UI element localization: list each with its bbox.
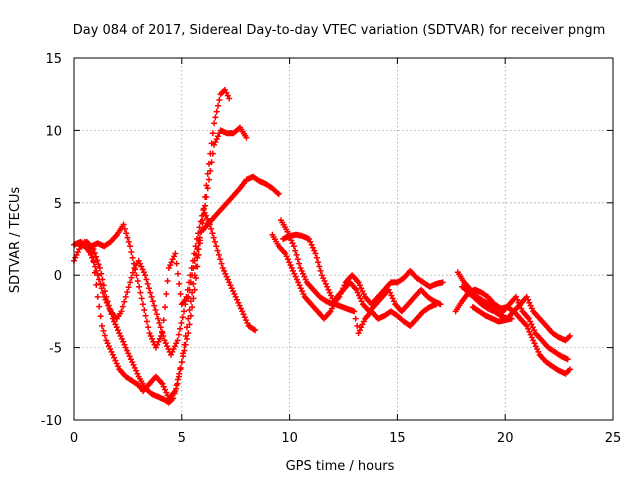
x-tick-label: 25 (605, 431, 622, 446)
y-tick-label: 5 (54, 197, 62, 212)
data-points (71, 86, 573, 406)
plus-markers (469, 304, 515, 325)
y-tick-label: 15 (45, 52, 62, 67)
plus-markers (81, 173, 282, 351)
plus-markers (280, 231, 440, 337)
x-tick-label: 10 (281, 431, 298, 446)
y-tick-label: 0 (54, 269, 62, 284)
y-tick-label: -5 (49, 342, 62, 357)
y-tick-label: 10 (45, 124, 62, 139)
series-track-11 (469, 304, 515, 325)
series-track-3 (75, 207, 259, 358)
plot-frame (73, 57, 614, 421)
series-track-7 (280, 231, 440, 337)
series-track-10 (459, 283, 573, 344)
x-tick-label: 15 (389, 431, 406, 446)
x-tick-label: 0 (70, 431, 78, 446)
x-axis-label: GPS time / hours (286, 459, 395, 474)
series-track-4 (81, 173, 282, 351)
axis-ticks: 0 5 10 15 20 25 -10 -5 0 5 10 15 (41, 52, 622, 446)
plus-markers (459, 283, 573, 344)
chart-title: Day 084 of 2017, Sidereal Day-to-day VTE… (73, 23, 606, 38)
y-axis-label: SDTVAR / TECUs (8, 187, 23, 294)
plus-markers (75, 207, 259, 358)
x-tick-label: 20 (497, 431, 514, 446)
x-tick-label: 5 (178, 431, 186, 446)
y-tick-label: -10 (41, 414, 62, 429)
